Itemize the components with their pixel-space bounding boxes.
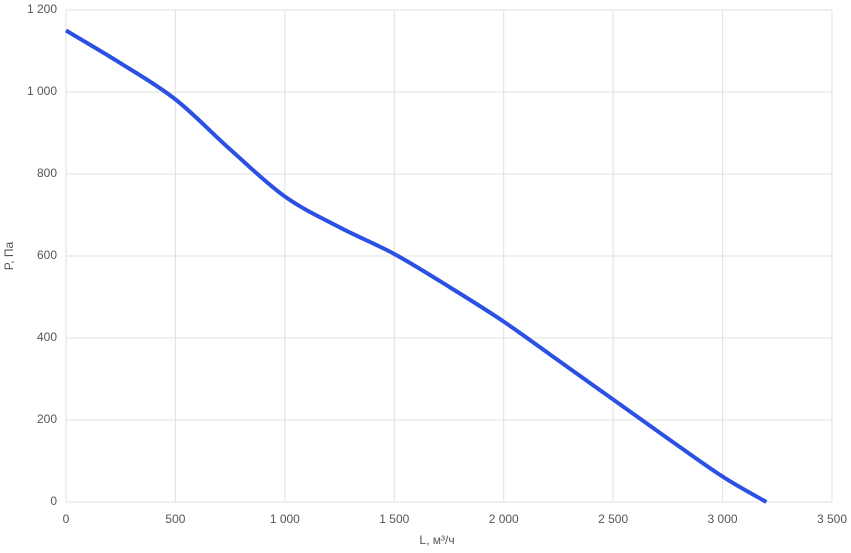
y-tick-label: 600 (37, 248, 57, 262)
y-tick-label: 1 200 (27, 2, 57, 16)
x-tick-label: 1 000 (270, 512, 300, 526)
x-tick-label: 2 500 (598, 512, 628, 526)
x-tick-label: 1 500 (379, 512, 409, 526)
x-tick-label: 500 (165, 512, 185, 526)
y-tick-label: 1 000 (27, 84, 57, 98)
y-tick-label: 200 (37, 412, 57, 426)
y-axis-title: P, Па (2, 241, 16, 270)
x-tick-label: 2 000 (489, 512, 519, 526)
y-tick-label: 800 (37, 166, 57, 180)
x-tick-label: 3 500 (817, 512, 847, 526)
y-tick-label: 0 (50, 494, 57, 508)
x-axis-title: L, м³/ч (419, 533, 454, 547)
y-tick-label: 400 (37, 330, 57, 344)
x-tick-label: 3 000 (708, 512, 738, 526)
x-tick-label: 0 (63, 512, 70, 526)
data-line (64, 28, 768, 504)
